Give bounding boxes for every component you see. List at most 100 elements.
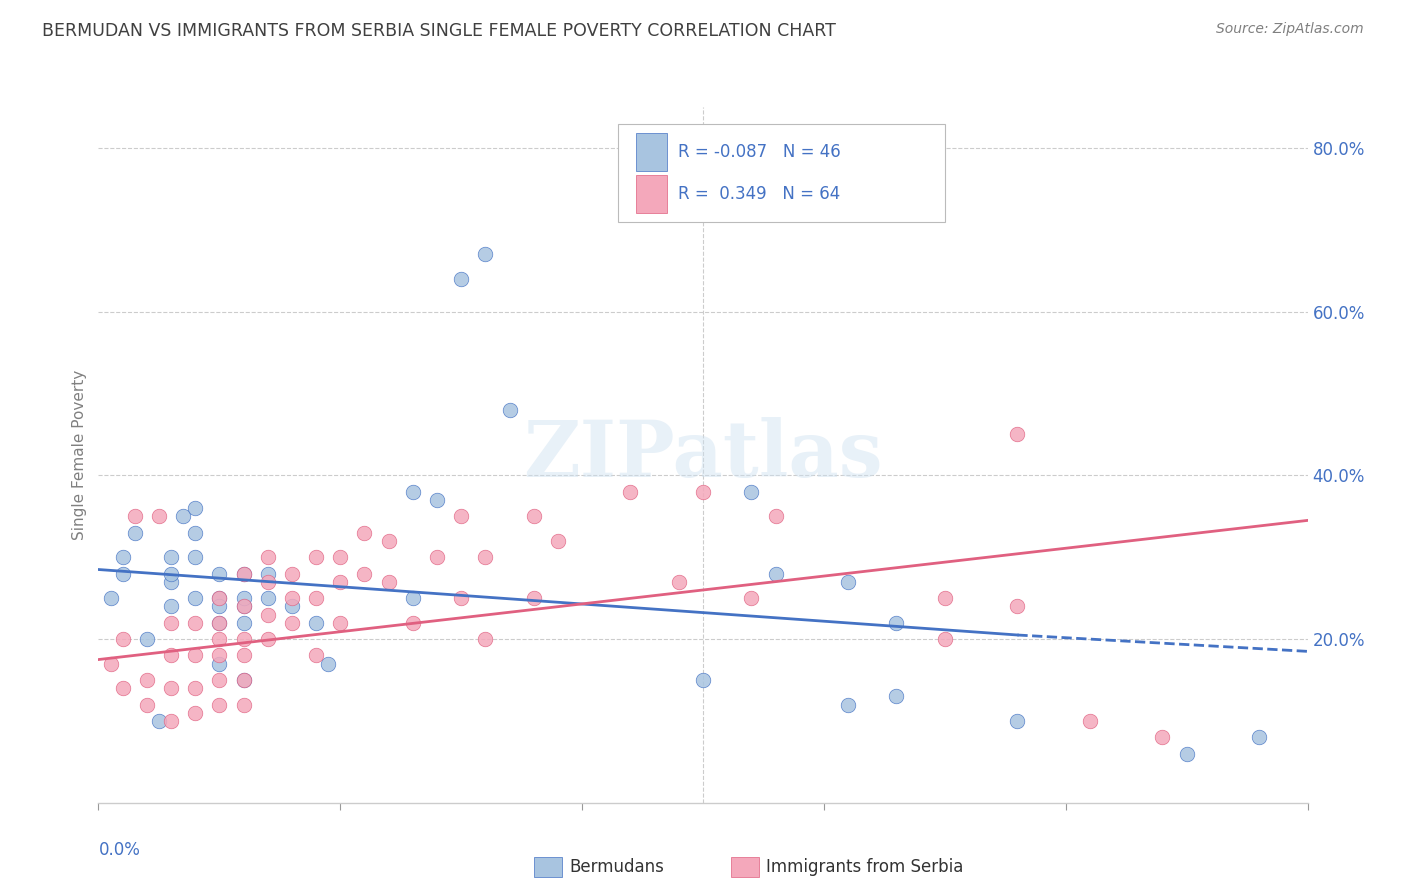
Point — [329, 550, 352, 565]
Point — [111, 632, 134, 646]
Text: R = -0.087   N = 46: R = -0.087 N = 46 — [678, 144, 841, 161]
Text: BERMUDAN VS IMMIGRANTS FROM SERBIA SINGLE FEMALE POVERTY CORRELATION CHART: BERMUDAN VS IMMIGRANTS FROM SERBIA SINGL… — [42, 22, 837, 40]
Point — [886, 690, 908, 704]
Point — [1078, 714, 1101, 728]
Point — [111, 566, 134, 581]
Point — [498, 403, 520, 417]
Point — [305, 591, 328, 606]
Point — [740, 591, 762, 606]
Point — [232, 599, 254, 614]
Point — [172, 509, 194, 524]
Point — [450, 591, 472, 606]
Text: Immigrants from Serbia: Immigrants from Serbia — [766, 858, 963, 876]
Point — [208, 566, 231, 581]
Point — [256, 550, 278, 565]
Point — [208, 657, 231, 671]
Point — [619, 484, 641, 499]
Point — [208, 591, 231, 606]
Point — [100, 591, 122, 606]
Point — [1007, 599, 1029, 614]
Point — [148, 509, 170, 524]
Point — [160, 550, 183, 565]
Point — [305, 550, 328, 565]
Point — [934, 591, 956, 606]
Point — [377, 574, 399, 589]
Point — [523, 509, 546, 524]
Point — [668, 574, 690, 589]
Text: 0.0%: 0.0% — [98, 841, 141, 859]
Point — [111, 550, 134, 565]
Point — [1007, 427, 1029, 442]
FancyBboxPatch shape — [619, 124, 945, 222]
Point — [474, 632, 496, 646]
Point — [148, 714, 170, 728]
Point — [1175, 747, 1198, 761]
Point — [281, 599, 304, 614]
Point — [208, 632, 231, 646]
Point — [281, 591, 304, 606]
Point — [100, 657, 122, 671]
Point — [450, 509, 472, 524]
Point — [184, 615, 207, 630]
Y-axis label: Single Female Poverty: Single Female Poverty — [72, 370, 87, 540]
Point — [208, 615, 231, 630]
Point — [523, 591, 546, 606]
Point — [232, 566, 254, 581]
Point — [111, 681, 134, 696]
Point — [232, 673, 254, 687]
Point — [353, 566, 375, 581]
Point — [232, 615, 254, 630]
Point — [886, 615, 908, 630]
Point — [124, 509, 146, 524]
Point — [208, 673, 231, 687]
Point — [208, 599, 231, 614]
Point — [184, 525, 207, 540]
Point — [232, 673, 254, 687]
Point — [765, 509, 787, 524]
Point — [184, 501, 207, 516]
Text: Bermudans: Bermudans — [569, 858, 664, 876]
Point — [256, 566, 278, 581]
Point — [256, 607, 278, 622]
Point — [135, 632, 157, 646]
Point — [474, 247, 496, 261]
Point — [547, 533, 569, 548]
Point — [160, 615, 183, 630]
Point — [256, 574, 278, 589]
Point — [184, 550, 207, 565]
Point — [232, 591, 254, 606]
Point — [232, 566, 254, 581]
Point — [281, 615, 304, 630]
Point — [160, 648, 183, 663]
Point — [402, 615, 425, 630]
Point — [232, 632, 254, 646]
Point — [1249, 731, 1271, 745]
Point — [740, 484, 762, 499]
Text: ZIPatlas: ZIPatlas — [523, 417, 883, 493]
Point — [184, 591, 207, 606]
Point — [208, 648, 231, 663]
Point — [160, 566, 183, 581]
Point — [124, 525, 146, 540]
Point — [692, 484, 714, 499]
Point — [329, 574, 352, 589]
Point — [232, 698, 254, 712]
Point — [184, 706, 207, 720]
Point — [305, 648, 328, 663]
Point — [208, 615, 231, 630]
Point — [208, 591, 231, 606]
Point — [316, 657, 339, 671]
Point — [184, 648, 207, 663]
Point — [305, 615, 328, 630]
FancyBboxPatch shape — [637, 133, 666, 171]
Point — [256, 632, 278, 646]
Point — [281, 566, 304, 581]
Point — [135, 698, 157, 712]
Point — [402, 591, 425, 606]
Point — [184, 681, 207, 696]
Point — [256, 591, 278, 606]
Point — [160, 714, 183, 728]
Point — [160, 574, 183, 589]
Point — [135, 673, 157, 687]
Point — [837, 574, 859, 589]
